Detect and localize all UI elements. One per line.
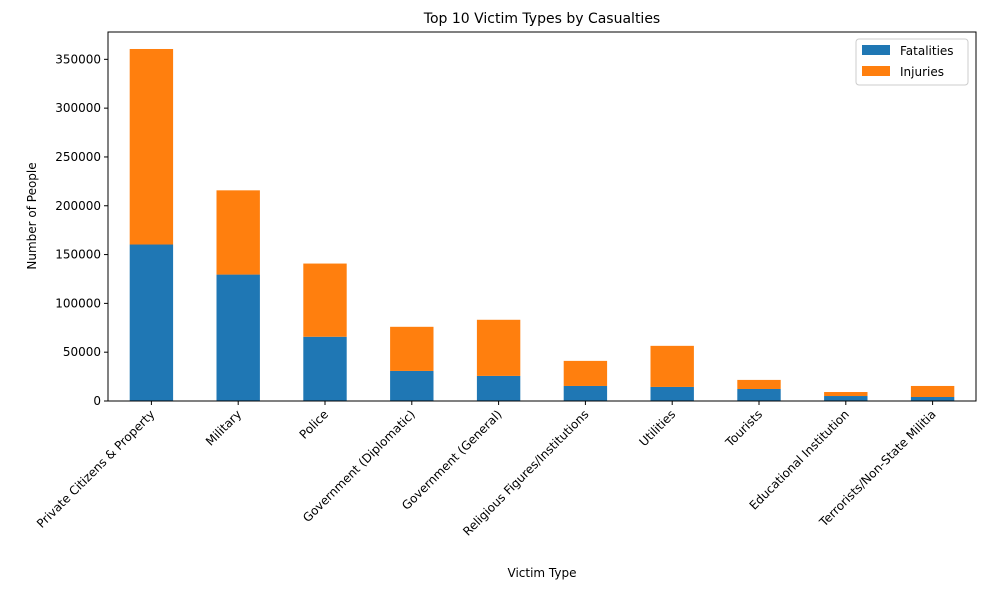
legend: Fatalities Injuries bbox=[855, 38, 969, 86]
bar-fatalities-3 bbox=[390, 370, 434, 401]
y-tick-label: 0 bbox=[93, 394, 101, 408]
bar-fatalities-1 bbox=[216, 274, 260, 401]
bar-fatalities-8 bbox=[824, 396, 868, 401]
x-tick-label: Government (General) bbox=[399, 407, 505, 513]
x-tick-label: Utilities bbox=[636, 407, 678, 449]
bar-fatalities-4 bbox=[476, 375, 521, 401]
plot-frame bbox=[107, 31, 977, 402]
y-tick-label: 250000 bbox=[55, 150, 101, 164]
bar-injuries-1 bbox=[216, 190, 260, 275]
bar-fatalities-5 bbox=[563, 385, 608, 401]
bar-injuries-3 bbox=[390, 326, 434, 371]
x-axis-label: Victim Type bbox=[508, 566, 577, 580]
bar-fatalities-6 bbox=[650, 386, 694, 401]
legend-label-fatalities: Fatalities bbox=[900, 44, 954, 58]
legend-swatch-injuries bbox=[862, 66, 890, 76]
x-tick-label: Military bbox=[203, 407, 244, 448]
bar-injuries-8 bbox=[824, 392, 868, 397]
bar-injuries-4 bbox=[476, 319, 521, 376]
bar-fatalities-7 bbox=[737, 388, 781, 401]
bar-injuries-7 bbox=[737, 379, 781, 389]
y-tick-label: 150000 bbox=[55, 248, 101, 262]
legend-swatch-fatalities bbox=[862, 45, 890, 55]
legend-label-injuries: Injuries bbox=[900, 65, 944, 79]
y-tick-label: 200000 bbox=[55, 199, 101, 213]
y-axis-label: Number of People bbox=[25, 162, 39, 269]
bar-injuries-6 bbox=[650, 345, 694, 387]
y-tick-label: 100000 bbox=[55, 296, 101, 310]
bar-fatalities-0 bbox=[129, 244, 174, 401]
chart-title: Top 10 Victim Types by Casualties bbox=[423, 11, 660, 27]
bar-fatalities-9 bbox=[910, 396, 955, 401]
x-tick-label: Educational Institution bbox=[747, 407, 852, 512]
bar-injuries-2 bbox=[303, 263, 347, 337]
y-tick-label: 300000 bbox=[55, 101, 101, 115]
bar-fatalities-2 bbox=[303, 336, 347, 401]
x-tick-label: Private Citizens & Property bbox=[34, 407, 158, 531]
y-tick-label: 50000 bbox=[63, 345, 101, 359]
y-tick-label: 350000 bbox=[55, 52, 101, 66]
x-tick-label: Tourists bbox=[722, 407, 765, 450]
x-tick-label: Police bbox=[297, 407, 332, 442]
bar-injuries-9 bbox=[910, 385, 955, 397]
bar-injuries-0 bbox=[129, 48, 174, 245]
bar-injuries-5 bbox=[563, 360, 608, 386]
